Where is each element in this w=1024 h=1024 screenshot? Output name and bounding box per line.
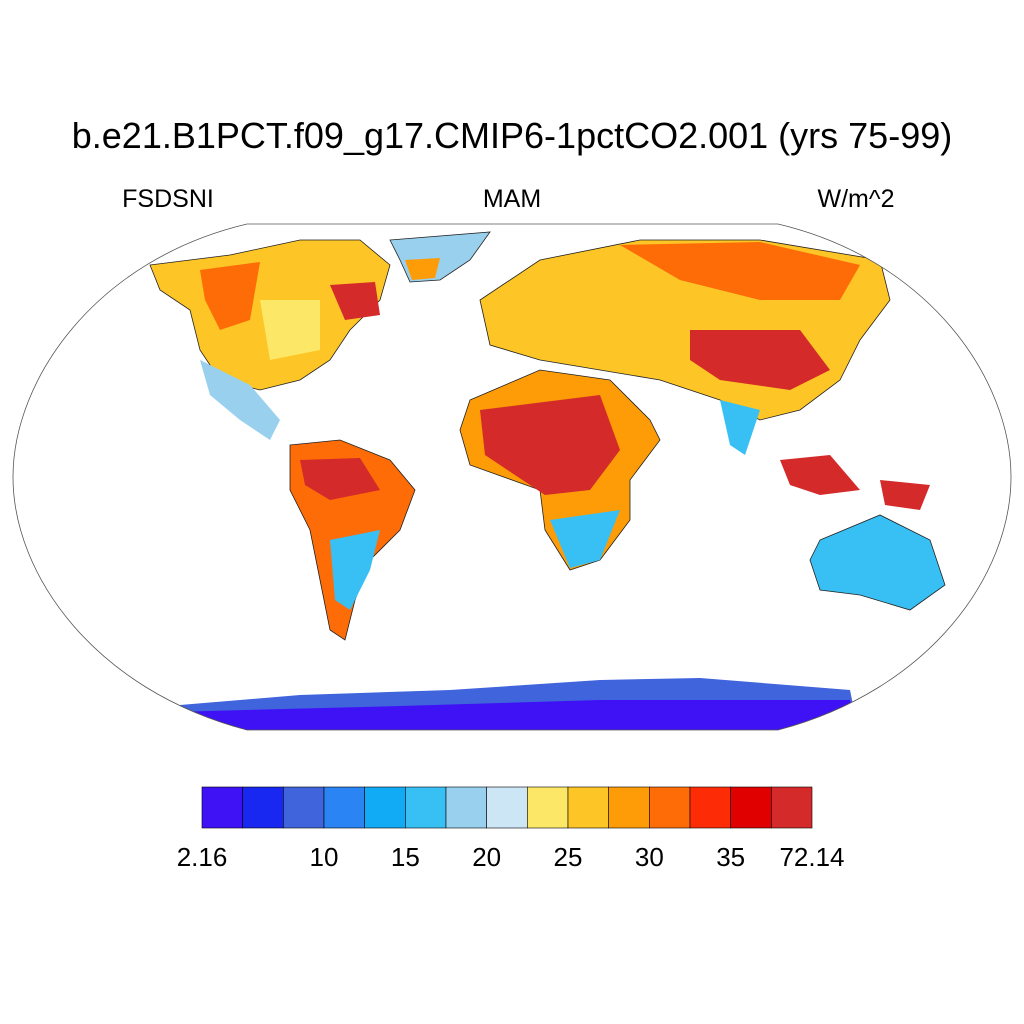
greenland bbox=[389, 231, 491, 283]
season-label: MAM bbox=[483, 185, 541, 213]
colorbar-box bbox=[486, 786, 528, 829]
region bbox=[405, 258, 440, 280]
region bbox=[200, 262, 260, 330]
antarctica bbox=[170, 700, 860, 730]
colorbar-box bbox=[445, 786, 487, 829]
region bbox=[550, 510, 620, 568]
colorbar-box bbox=[649, 786, 691, 829]
variable-label: FSDSNI bbox=[122, 185, 214, 213]
region bbox=[330, 282, 380, 320]
colorbar-box bbox=[527, 786, 569, 829]
colorbar-label: 25 bbox=[554, 842, 583, 872]
colorbar-box bbox=[730, 786, 772, 829]
colorbar-box bbox=[242, 786, 284, 829]
colorbar-box bbox=[608, 786, 650, 829]
colorbar-box bbox=[323, 786, 365, 829]
india bbox=[720, 400, 760, 455]
region bbox=[620, 242, 860, 300]
colorbar-box bbox=[283, 786, 325, 829]
colorbar: 2.16 10 15 20 25 30 35 72.14 bbox=[177, 786, 845, 872]
region bbox=[330, 530, 380, 610]
map-outline bbox=[12, 223, 1012, 731]
colorbar-label: 35 bbox=[716, 842, 745, 872]
units-label: W/m^2 bbox=[817, 185, 894, 213]
colorbar-box bbox=[771, 786, 813, 829]
colorbar-label: 20 bbox=[472, 842, 501, 872]
colorbar-label: 15 bbox=[391, 842, 420, 872]
map-fill bbox=[149, 231, 946, 730]
colorbar-box bbox=[689, 786, 731, 829]
colorbar-label: 10 bbox=[310, 842, 339, 872]
colorbar-box bbox=[405, 786, 447, 829]
colorbar-box bbox=[201, 786, 243, 829]
region bbox=[480, 395, 620, 495]
region bbox=[260, 300, 320, 360]
islands bbox=[780, 455, 860, 495]
region bbox=[300, 458, 380, 500]
islands bbox=[880, 480, 930, 510]
colorbar-label: 72.14 bbox=[779, 842, 844, 872]
colorbar-label: 30 bbox=[635, 842, 664, 872]
australia bbox=[809, 514, 946, 611]
colorbar-box bbox=[567, 786, 609, 829]
region bbox=[200, 360, 280, 440]
title: b.e21.B1PCT.f09_g17.CMIP6-1pctCO2.001 (y… bbox=[72, 115, 952, 156]
region bbox=[690, 330, 830, 390]
colorbar-label: 2.16 bbox=[177, 842, 228, 872]
colorbar-box bbox=[364, 786, 406, 829]
